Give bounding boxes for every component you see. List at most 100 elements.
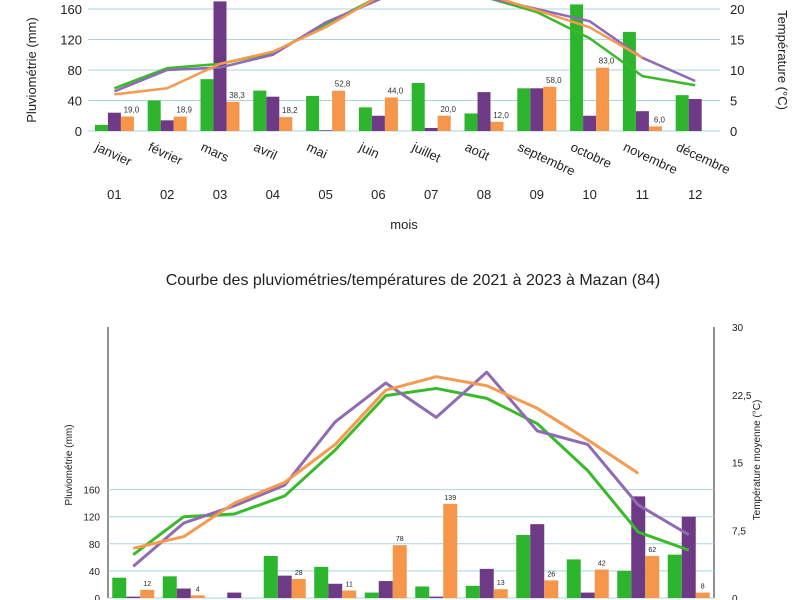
chart1-bar (226, 101, 240, 131)
chart2-y2-tick: 22,5 (732, 391, 752, 402)
chart2-y-tick: 160 (83, 486, 100, 497)
chart2-bar (479, 568, 494, 598)
chart2-title: Courbe des pluviométries/températures de… (166, 272, 661, 289)
chart2-bar (516, 534, 531, 598)
chart1-month-label: juin (356, 139, 382, 162)
chart1-bar (279, 117, 293, 131)
chart2-data-label: 62 (648, 547, 656, 554)
chart2-y-axis-title: Pluviométrie (mm) (64, 424, 75, 505)
chart2-bar (190, 595, 205, 598)
chart1-bar (253, 90, 267, 131)
chart1-bar (173, 116, 187, 131)
chart2-temperature-line (132, 370, 690, 568)
chart2-bar (530, 524, 545, 598)
chart2-bar (126, 596, 141, 598)
chart1-month-number: 10 (582, 187, 596, 202)
chart1-month-number: 01 (107, 187, 121, 202)
chart1-month-numbers: 01 02 03 04 05 06 07 08 09 10 11 12 (107, 187, 702, 202)
chart1-y2-tick: 20 (730, 2, 744, 17)
chart1-bar (107, 112, 121, 131)
chart1-data-label: 83,0 (599, 57, 615, 66)
chart2-bar (594, 569, 609, 598)
chart1-month-label: avril (252, 139, 280, 163)
chart1-month-number: 07 (424, 187, 438, 202)
chart1-bar (490, 121, 504, 131)
chart1-data-label: 6,0 (654, 115, 666, 124)
chart1-bar (94, 124, 108, 131)
chart2-bar (429, 596, 444, 598)
chart1-month-label: juillet (409, 139, 443, 166)
chart2-bar (342, 590, 357, 598)
chart2-bar (176, 588, 191, 598)
chart2-y2-tick: 0 (732, 594, 738, 600)
chart1-data-label: 18,2 (282, 106, 298, 115)
chart1-month-number: 08 (477, 187, 491, 202)
chart2-y-ticks: 0 40 80 120 160 (83, 486, 100, 600)
chart1-y-ticks: 0 40 80 120 160 (60, 2, 82, 139)
chart2-data-label: 4 (196, 586, 200, 593)
chart1-bar (424, 127, 438, 131)
chart2-bar (544, 580, 559, 598)
chart2-y-tick: 0 (94, 594, 100, 600)
chart2-bar (566, 559, 581, 598)
chart2-data-label: 42 (598, 561, 606, 568)
chart1-month-label: mai (304, 139, 329, 161)
chart1-bar (411, 82, 425, 131)
chart1-month-number: 11 (636, 187, 650, 202)
chart1-month-label: août (463, 139, 493, 163)
chart1-month-number: 02 (160, 187, 174, 202)
chart1-data-label: 44,0 (388, 86, 404, 95)
chart1-temperature-line (114, 0, 644, 96)
chart1-data-label: 12,0 (493, 111, 509, 120)
chart1-bar (147, 100, 161, 131)
chart1-month-label: mars (199, 139, 232, 165)
chart1-y-tick: 40 (68, 94, 82, 109)
chart2-data-label: 11 (346, 582, 353, 589)
chart1-bar (477, 92, 491, 131)
chart1-bar (596, 67, 610, 131)
chart2-bar (681, 516, 696, 598)
chart1-data-label: 18,9 (176, 106, 192, 115)
chart1-y-tick: 80 (68, 63, 82, 78)
chart1-month-number: 03 (213, 187, 227, 202)
chart2-bar (645, 555, 660, 598)
chart1-y2-tick: 10 (730, 63, 744, 78)
chart2-temperature-line (132, 386, 690, 556)
chart1-temperature-lines (113, 0, 696, 96)
chart1-bar (358, 107, 372, 131)
chart2-bar (443, 503, 458, 598)
chart1-month-number: 06 (371, 187, 385, 202)
chart2-data-label: 28 (295, 570, 303, 577)
chart2-bar (227, 592, 242, 598)
chart2-y2-tick: 30 (732, 323, 744, 334)
chart1-bar (517, 88, 531, 131)
chart1-month-number: 09 (530, 187, 544, 202)
chart1-y2-axis-title: Température (°C) (775, 10, 790, 110)
chart2-bar (162, 576, 177, 598)
chart1-month-label: novembre (621, 139, 680, 177)
chart1-bar (675, 95, 689, 131)
chart1-y-axis-title: Pluviométrie (mm) (24, 17, 39, 122)
chart2-data-label: 139 (444, 495, 456, 502)
chart1-y2-tick: 0 (730, 124, 737, 139)
chart2-bar (378, 581, 393, 598)
chart2-y-tick: 40 (89, 567, 101, 578)
chart1-y-tick: 160 (60, 2, 82, 17)
chart2-data-label: 26 (547, 571, 555, 578)
chart1-bar (160, 120, 174, 131)
chart1-month-number: 12 (688, 187, 702, 202)
chart1-y2-ticks: 0 5 10 15 20 (730, 2, 744, 139)
chart1-month-number: 04 (266, 187, 280, 202)
chart2-bar (277, 575, 292, 598)
chart1-bar (332, 90, 346, 131)
chart1-month-label: septembre (516, 139, 578, 179)
chart1-data-label: 19,0 (124, 106, 140, 115)
chart2-bar (580, 592, 595, 598)
chart2-bar (140, 589, 155, 598)
chart1-bar (570, 4, 584, 131)
chart2-bar (617, 570, 632, 598)
chart1-bar (371, 115, 385, 131)
chart1-data-label: 20,0 (440, 105, 456, 114)
chart2-bar (667, 554, 682, 598)
